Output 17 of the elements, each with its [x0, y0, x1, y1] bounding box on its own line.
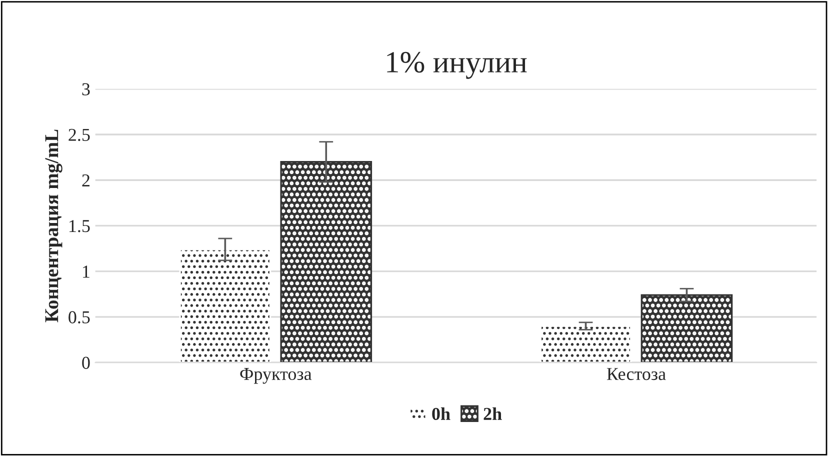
bar [640, 294, 733, 363]
y-tick-label: 0.5 [68, 311, 90, 324]
y-tick-label: 1 [83, 266, 90, 278]
y-tick-label: 3 [82, 83, 90, 96]
bar [540, 325, 632, 363]
x-tick-label: Фруктоза [240, 368, 312, 384]
bar [179, 248, 272, 363]
chart-title: 1% инулин [387, 52, 527, 79]
y-tick-label: 2 [82, 174, 90, 186]
y-tick-label: 2.5 [68, 128, 90, 142]
legend-label: 2h [484, 407, 502, 420]
legend-label: 0h [432, 407, 450, 420]
x-tick-label: Кестоза [606, 368, 666, 380]
y-tick-label: 0 [82, 356, 90, 369]
y-tick-label: 1.5 [69, 220, 90, 232]
bar [280, 161, 372, 363]
y-axis-title: Концентрация mg/mL [45, 130, 62, 322]
